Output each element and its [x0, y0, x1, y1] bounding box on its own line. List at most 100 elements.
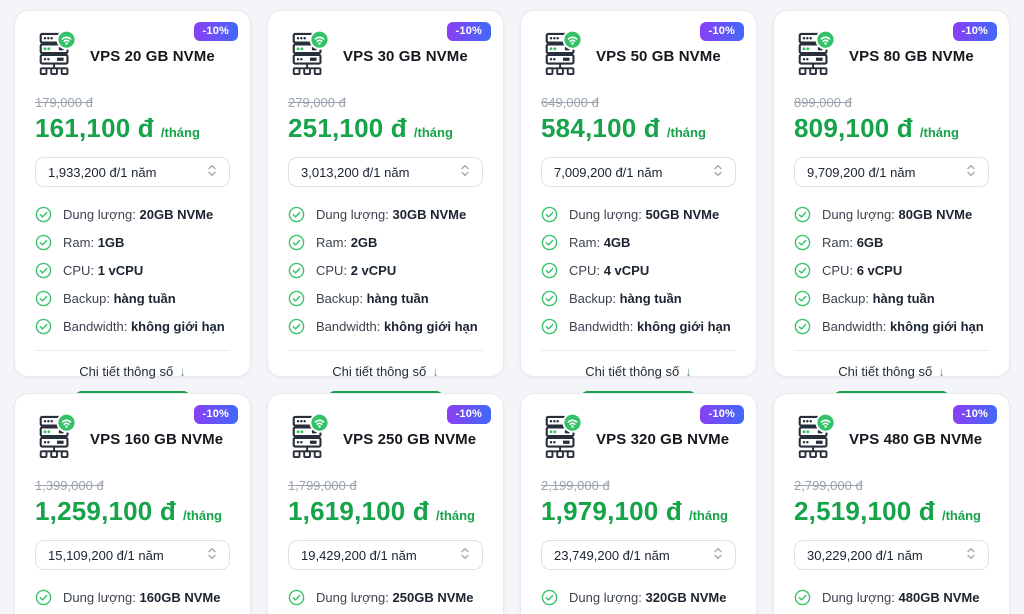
discount-badge: -10%: [699, 405, 744, 424]
select-unfold-icon: [965, 163, 977, 181]
feature-bandwidth: Bandwidth: không giới hạn: [35, 318, 230, 335]
monthly-price: 809,100 đ: [794, 113, 913, 143]
yearly-price-select[interactable]: 7,009,200 đ/1 năm: [541, 157, 736, 187]
vps-plan-card: -10%: [520, 10, 757, 425]
card-header: VPS 480 GB NVMe: [794, 412, 989, 465]
check-circle-icon: [35, 206, 52, 223]
wifi-badge-icon: [56, 29, 77, 50]
select-unfold-icon: [459, 163, 471, 181]
check-circle-icon: [794, 206, 811, 223]
price-row: 2,519,100 đ /tháng: [794, 496, 989, 527]
check-circle-icon: [541, 318, 558, 335]
feature-cpu: CPU: 4 vCPU: [541, 262, 736, 279]
yearly-price-select[interactable]: 19,429,200 đ/1 năm: [288, 540, 483, 570]
check-circle-icon: [288, 206, 305, 223]
per-month-label: /tháng: [435, 508, 475, 523]
wifi-badge-icon: [309, 412, 330, 433]
yearly-price-select[interactable]: 1,933,200 đ/1 năm: [35, 157, 230, 187]
feature-storage: Dung lượng: 80GB NVMe: [794, 206, 989, 223]
yearly-price-select[interactable]: 23,749,200 đ/1 năm: [541, 540, 736, 570]
old-price: 1,399,000 đ: [35, 478, 104, 493]
feature-backup: Backup: hàng tuần: [794, 290, 989, 307]
plan-title: VPS 320 GB NVMe: [596, 431, 730, 448]
per-month-label: /tháng: [160, 125, 200, 140]
check-circle-icon: [35, 234, 52, 251]
feature-ram: Ram: 2GB: [288, 234, 483, 251]
feature-list: Dung lượng: 160GB NVMe Ram: 8GB CPU: 8 v…: [35, 589, 230, 614]
monthly-price: 584,100 đ: [541, 113, 660, 143]
feature-storage: Dung lượng: 50GB NVMe: [541, 206, 736, 223]
plan-title: VPS 30 GB NVMe: [343, 48, 468, 65]
feature-ram: Ram: 6GB: [794, 234, 989, 251]
feature-storage: Dung lượng: 30GB NVMe: [288, 206, 483, 223]
card-header: VPS 250 GB NVMe: [288, 412, 483, 465]
feature-bandwidth: Bandwidth: không giới hạn: [288, 318, 483, 335]
discount-badge: -10%: [446, 22, 491, 41]
old-price: 179,000 đ: [35, 95, 93, 110]
vps-plan-card: -10%: [520, 393, 757, 614]
wifi-badge-icon: [815, 29, 836, 50]
details-link[interactable]: Chi tiết thông số ↓: [838, 364, 945, 379]
server-icon: [35, 29, 77, 82]
yearly-price-select[interactable]: 9,709,200 đ/1 năm: [794, 157, 989, 187]
monthly-price: 1,259,100 đ: [35, 496, 176, 526]
check-circle-icon: [794, 234, 811, 251]
feature-ram: Ram: 4GB: [541, 234, 736, 251]
down-arrow-icon: ↓: [432, 364, 439, 379]
check-circle-icon: [288, 589, 305, 606]
server-icon: [541, 412, 583, 465]
card-header: VPS 30 GB NVMe: [288, 29, 483, 82]
monthly-price: 1,979,100 đ: [541, 496, 682, 526]
old-price: 1,799,000 đ: [288, 478, 357, 493]
feature-bandwidth: Bandwidth: không giới hạn: [541, 318, 736, 335]
old-price: 2,199,000 đ: [541, 478, 610, 493]
per-month-label: /tháng: [941, 508, 981, 523]
select-unfold-icon: [712, 546, 724, 564]
price-row: 809,100 đ /tháng: [794, 113, 989, 144]
yearly-price-value: 9,709,200 đ/1 năm: [807, 164, 916, 180]
yearly-price-value: 3,013,200 đ/1 năm: [301, 164, 410, 180]
vps-plan-card: -10%: [773, 393, 1010, 614]
yearly-price-value: 1,933,200 đ/1 năm: [48, 164, 157, 180]
yearly-price-select[interactable]: 3,013,200 đ/1 năm: [288, 157, 483, 187]
yearly-price-select[interactable]: 15,109,200 đ/1 năm: [35, 540, 230, 570]
select-unfold-icon: [206, 163, 218, 181]
wifi-badge-icon: [56, 412, 77, 433]
plan-title: VPS 50 GB NVMe: [596, 48, 721, 65]
check-circle-icon: [541, 589, 558, 606]
price-row: 251,100 đ /tháng: [288, 113, 483, 144]
feature-storage: Dung lượng: 320GB NVMe: [541, 589, 736, 606]
wifi-badge-icon: [562, 29, 583, 50]
plan-title: VPS 80 GB NVMe: [849, 48, 974, 65]
per-month-label: /tháng: [688, 508, 728, 523]
check-circle-icon: [794, 262, 811, 279]
divider: [794, 350, 989, 351]
check-circle-icon: [288, 318, 305, 335]
server-icon: [288, 412, 330, 465]
feature-list: Dung lượng: 30GB NVMe Ram: 2GB CPU: 2 vC…: [288, 206, 483, 335]
yearly-price-value: 15,109,200 đ/1 năm: [48, 547, 164, 563]
feature-storage: Dung lượng: 20GB NVMe: [35, 206, 230, 223]
select-unfold-icon: [206, 546, 218, 564]
divider: [541, 350, 736, 351]
vps-plan-card: -10%: [14, 10, 251, 425]
feature-storage: Dung lượng: 250GB NVMe: [288, 589, 483, 606]
feature-list: Dung lượng: 250GB NVMe Ram: 10GB CPU: 10…: [288, 589, 483, 614]
details-link[interactable]: Chi tiết thông số ↓: [585, 364, 692, 379]
per-month-label: /tháng: [182, 508, 222, 523]
card-header: VPS 320 GB NVMe: [541, 412, 736, 465]
details-link[interactable]: Chi tiết thông số ↓: [79, 364, 186, 379]
feature-backup: Backup: hàng tuần: [541, 290, 736, 307]
check-circle-icon: [794, 318, 811, 335]
server-icon: [794, 29, 836, 82]
old-price: 2,799,000 đ: [794, 478, 863, 493]
card-header: VPS 160 GB NVMe: [35, 412, 230, 465]
wifi-badge-icon: [309, 29, 330, 50]
vps-plan-card: -10%: [267, 393, 504, 614]
per-month-label: /tháng: [666, 125, 706, 140]
check-circle-icon: [794, 589, 811, 606]
check-circle-icon: [541, 234, 558, 251]
feature-ram: Ram: 1GB: [35, 234, 230, 251]
details-link[interactable]: Chi tiết thông số ↓: [332, 364, 439, 379]
yearly-price-select[interactable]: 30,229,200 đ/1 năm: [794, 540, 989, 570]
